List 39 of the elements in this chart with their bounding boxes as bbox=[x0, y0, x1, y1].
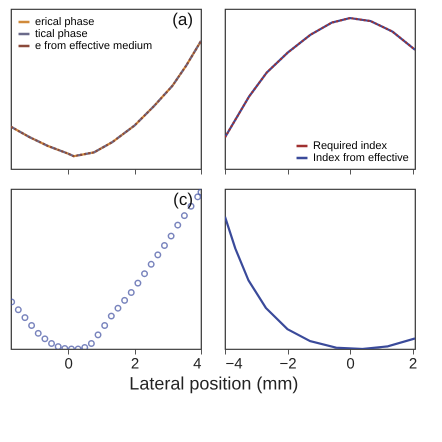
point bbox=[180, 212, 188, 220]
point bbox=[48, 340, 56, 347]
point bbox=[114, 304, 122, 312]
point bbox=[54, 343, 62, 349]
point bbox=[34, 330, 42, 337]
point bbox=[194, 193, 201, 200]
point bbox=[94, 331, 102, 338]
point bbox=[128, 289, 135, 296]
point bbox=[160, 242, 168, 249]
point bbox=[121, 296, 128, 304]
legend-label: Required index bbox=[313, 140, 388, 152]
point bbox=[168, 232, 175, 240]
point bbox=[28, 322, 36, 329]
x-tick-label: 0 bbox=[64, 356, 73, 372]
annotation: (c) bbox=[173, 190, 193, 209]
point bbox=[101, 322, 108, 329]
x-tick-label: 0 bbox=[346, 356, 355, 372]
x-tick-label: 4 bbox=[193, 356, 202, 372]
x-tick-label: 2 bbox=[408, 356, 418, 372]
point bbox=[81, 344, 88, 349]
legend-label: e from effective medium bbox=[35, 40, 152, 52]
point bbox=[88, 340, 95, 347]
legend-label: erical phase bbox=[35, 16, 94, 28]
x-tick-label: −2 bbox=[279, 356, 297, 372]
point bbox=[41, 335, 48, 342]
point bbox=[174, 222, 182, 229]
x-tick-label: −4 bbox=[226, 356, 243, 372]
point bbox=[141, 270, 148, 278]
x-tick-label: 2 bbox=[130, 356, 140, 372]
point bbox=[154, 251, 162, 258]
point bbox=[14, 306, 22, 314]
text: (a) bbox=[172, 10, 193, 29]
legend-label: tical phase bbox=[35, 28, 88, 40]
x-axis-title: Lateral position (mm) bbox=[129, 374, 298, 394]
point bbox=[134, 280, 142, 287]
point bbox=[21, 314, 28, 322]
legend-label: Index from effective bbox=[313, 152, 409, 164]
point bbox=[108, 312, 115, 320]
point bbox=[148, 260, 155, 268]
